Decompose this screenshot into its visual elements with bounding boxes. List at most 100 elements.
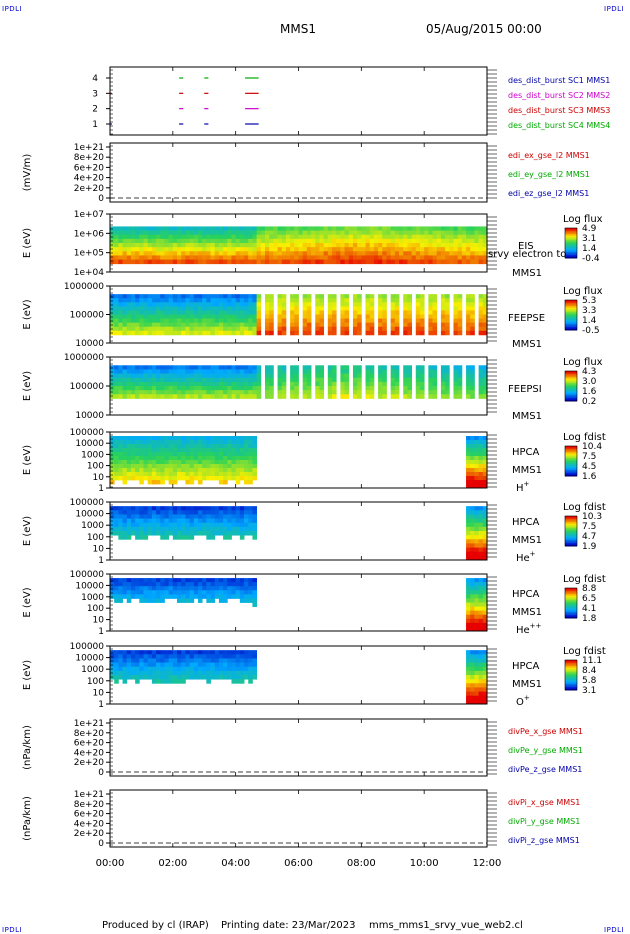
spectrogram-cell	[357, 306, 362, 311]
spectrogram-cell	[440, 377, 446, 383]
spectrogram-cell	[218, 666, 224, 672]
spectrogram-cell	[390, 226, 396, 231]
spectrogram-cell	[357, 310, 362, 315]
spectrogram-cell	[156, 390, 161, 395]
spectrogram-cell	[239, 326, 245, 332]
spectrogram-cell	[294, 247, 299, 252]
spectrogram-cell	[256, 322, 262, 328]
colorbar-cell	[565, 392, 577, 394]
spectrogram-cell	[118, 594, 123, 599]
spectrogram-cell	[151, 386, 157, 391]
spectrogram-cell	[478, 476, 484, 481]
spectrogram-cell	[168, 373, 174, 379]
spectrogram-cell	[311, 251, 316, 256]
spectrogram-cell	[428, 330, 433, 336]
spectrogram-cell	[177, 476, 182, 481]
spectrogram-cell	[218, 369, 224, 374]
spectrogram-cell	[227, 234, 232, 240]
spectrogram-cell	[135, 381, 140, 387]
spectrogram-cell	[466, 464, 471, 469]
spectrogram-cell	[449, 226, 454, 231]
spectrogram-cell	[252, 318, 258, 324]
spectrogram-cell	[482, 602, 488, 607]
spectrogram-cell	[369, 243, 375, 248]
spectrogram-cell	[344, 294, 350, 299]
spectrogram-cell	[214, 318, 220, 324]
spectrogram-cell	[256, 298, 262, 303]
spectrogram-cell	[181, 243, 186, 248]
spectrogram-cell	[223, 306, 228, 311]
spectrogram-cell	[223, 650, 228, 655]
spectrogram-cell	[143, 294, 149, 299]
spectrogram-cell	[147, 243, 153, 248]
spectrogram-cell	[151, 476, 157, 481]
y-tick-label: 100000	[70, 642, 105, 652]
x-tick-label: 02:00	[158, 858, 187, 869]
spectrogram-cell	[248, 243, 253, 248]
spectrogram-cell	[122, 476, 128, 481]
spectrogram-cell	[172, 448, 178, 453]
spectrogram-cell	[365, 294, 371, 299]
spectrogram-cell	[122, 326, 128, 332]
spectrogram-cell	[294, 255, 299, 260]
spectrogram-cell	[390, 310, 396, 315]
spectrogram-cell	[428, 255, 433, 260]
spectrogram-cell	[143, 476, 149, 481]
spectrogram-cell	[478, 436, 484, 441]
legend-divpe-3: divPe_z_gse MMS1	[508, 765, 582, 774]
spectrogram-cell	[466, 369, 471, 374]
spectrogram-cell	[244, 476, 249, 481]
spectrogram-cell	[172, 506, 178, 511]
spectrogram-cell	[122, 310, 128, 315]
panel-hpca_he-instrument-sub: MMS1	[512, 535, 542, 546]
spectrogram-cell	[302, 377, 308, 383]
spectrogram-cell	[164, 322, 170, 328]
spectrogram-cell	[189, 666, 195, 672]
spectrogram-cell	[235, 514, 241, 519]
spectrogram-cell	[482, 318, 488, 324]
spectrogram-cell	[315, 238, 320, 244]
spectrogram-cell	[143, 369, 149, 374]
spectrogram-cell	[214, 394, 220, 399]
spectrogram-cell	[214, 590, 220, 595]
spectrogram-cell	[181, 448, 186, 453]
spectrogram-cell	[110, 480, 115, 485]
spectrogram-cell	[357, 381, 362, 387]
spectrogram-cell	[189, 662, 195, 668]
spectrogram-cell	[256, 369, 262, 374]
spectrogram-cell	[264, 302, 270, 307]
spectrogram-cell	[210, 326, 216, 332]
spectrogram-cell	[160, 381, 165, 387]
spectrogram-cell	[239, 531, 245, 536]
spectrogram-cell	[143, 436, 149, 441]
spectrogram-cell	[457, 369, 463, 374]
spectrogram-cell	[164, 226, 170, 231]
legend-edi-1: edi_ex_gse_l2 MMS1	[508, 151, 590, 160]
spectrogram-cell	[386, 226, 392, 231]
spectrogram-cell	[252, 582, 258, 587]
spectrogram-cell	[181, 476, 186, 481]
colorbar-cell	[565, 234, 577, 236]
spectrogram-cell	[306, 230, 312, 236]
spectrogram-cell	[348, 238, 354, 244]
colorbar-cell	[565, 380, 577, 382]
spectrogram-cell	[135, 590, 140, 595]
spectrogram-cell	[482, 377, 488, 383]
spectrogram-cell	[474, 683, 480, 688]
spectrogram-cell	[248, 238, 253, 244]
spectrogram-cell	[248, 514, 253, 519]
spectrogram-cell	[231, 662, 237, 668]
spectrogram-cell	[365, 298, 371, 303]
panel-feepse-instrument-sub: MMS1	[512, 339, 542, 350]
spectrogram-cell	[181, 460, 186, 465]
spectrogram-cell	[185, 326, 190, 332]
spectrogram-cell	[164, 666, 170, 672]
spectrogram-cell	[156, 578, 161, 583]
spectrogram-cell	[114, 476, 119, 481]
spectrogram-cell	[122, 468, 128, 473]
spectrogram-cell	[168, 448, 174, 453]
spectrogram-cell	[172, 234, 178, 240]
spectrogram-cell	[319, 310, 325, 315]
spectrogram-cell	[281, 365, 287, 370]
spectrogram-cell	[168, 480, 174, 485]
